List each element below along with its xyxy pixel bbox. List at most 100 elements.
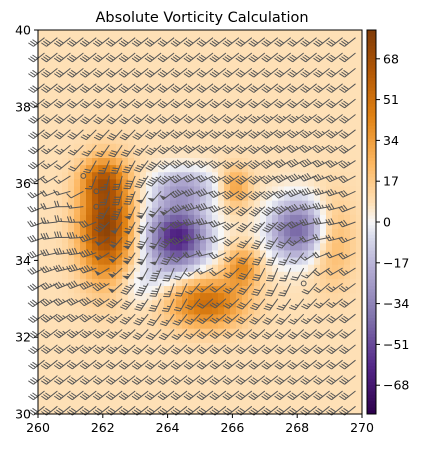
heat-cell: [134, 115, 141, 124]
heat-cell: [338, 30, 345, 38]
heat-cell: [62, 350, 69, 358]
heat-cell: [236, 278, 243, 287]
wind-barb: [326, 329, 343, 339]
heat-cell: [80, 243, 87, 252]
heat-cell: [86, 214, 93, 223]
heat-cell: [86, 286, 93, 294]
heat-cell: [98, 65, 105, 74]
heat-cell: [242, 158, 249, 166]
heat-cell: [170, 229, 177, 237]
wind-barb: [326, 390, 343, 401]
heat-cell: [218, 207, 225, 216]
heat-cell: [62, 179, 69, 188]
heat-cell: [290, 150, 297, 159]
heat-cell: [314, 335, 321, 344]
heat-cell: [230, 172, 237, 180]
heat-cell: [134, 200, 141, 209]
heat-cell: [98, 79, 105, 88]
heat-cell: [242, 37, 249, 45]
heat-cell: [278, 193, 285, 202]
heat-cell: [254, 293, 261, 301]
wind-barb: [157, 375, 175, 385]
wind-barb: [80, 129, 97, 141]
wind-barb: [274, 83, 292, 93]
heat-cell: [206, 115, 213, 124]
heat-cell: [332, 335, 339, 344]
heat-cell: [344, 342, 351, 351]
heat-cell: [50, 293, 57, 301]
heat-cell: [182, 328, 189, 337]
wind-barb: [312, 251, 330, 259]
heat-cell: [326, 193, 333, 202]
wind-barb: [339, 329, 356, 339]
heat-cell: [68, 350, 75, 358]
wind-barb: [92, 297, 110, 308]
heat-cell: [314, 51, 321, 60]
wind-barb: [118, 390, 136, 401]
heat-cell: [338, 79, 345, 88]
heat-cell: [146, 307, 153, 316]
heat-cell: [164, 150, 171, 159]
heat-cell: [230, 257, 237, 266]
heat-cell: [98, 371, 105, 380]
heat-cell: [152, 264, 159, 273]
heat-cell: [188, 328, 195, 337]
heat-cell: [98, 335, 105, 344]
wind-barb: [53, 189, 71, 196]
heat-cell: [188, 335, 195, 344]
heat-cell: [158, 101, 165, 109]
heat-cell: [122, 122, 129, 131]
heat-cell: [116, 58, 123, 67]
heat-cell: [212, 172, 219, 180]
wind-barb: [338, 219, 356, 228]
heat-cell: [50, 378, 57, 387]
heat-cell: [170, 278, 177, 287]
heat-cell: [44, 342, 51, 351]
heat-cell: [266, 236, 273, 244]
heat-cell: [176, 207, 183, 216]
heat-cell: [254, 371, 261, 380]
heat-cell: [308, 271, 315, 280]
heat-cell: [230, 58, 237, 67]
wind-barb: [250, 298, 266, 311]
heat-cell: [272, 115, 279, 124]
colorbar-segment: [367, 58, 376, 63]
heat-cell: [98, 278, 105, 287]
heat-cell: [170, 286, 177, 294]
heat-cell: [74, 200, 81, 209]
heat-cell: [314, 214, 321, 223]
wind-barb: [300, 313, 317, 325]
heat-cell: [224, 321, 231, 330]
wind-barb: [237, 252, 253, 265]
heat-cell: [134, 86, 141, 95]
heat-cell: [248, 108, 255, 116]
heat-cell: [116, 150, 123, 159]
heat-cell: [236, 79, 243, 88]
heat-cell: [164, 186, 171, 195]
heat-cell: [176, 214, 183, 223]
heat-cell: [308, 371, 315, 380]
wind-barb: [183, 37, 201, 47]
wind-barb: [157, 129, 175, 140]
heat-cell: [158, 314, 165, 323]
heat-cell: [284, 72, 291, 81]
heat-cell: [338, 300, 345, 308]
heat-cell: [116, 179, 123, 188]
colorbar-segment: [367, 49, 376, 53]
heat-cell: [356, 222, 363, 230]
heat-cell: [290, 44, 297, 52]
heat-cell: [284, 342, 291, 351]
heat-cell: [218, 364, 225, 372]
heat-cell: [50, 229, 57, 237]
heat-cell: [68, 101, 75, 109]
heat-cell: [218, 378, 225, 387]
heat-cell: [176, 37, 183, 45]
heat-cell: [110, 94, 117, 102]
heat-cell: [236, 143, 243, 152]
wind-barb: [54, 200, 71, 208]
heat-cell: [74, 307, 81, 316]
wind-barb: [171, 252, 188, 263]
wind-barb: [41, 37, 58, 47]
heat-cell: [122, 385, 129, 394]
heat-cell: [128, 371, 135, 380]
